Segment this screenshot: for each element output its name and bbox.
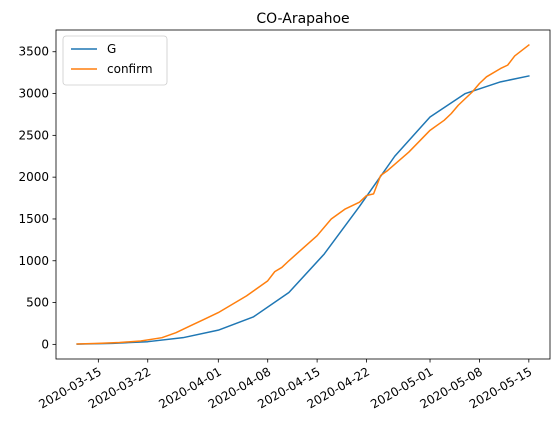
y-tick-label: 0 <box>41 337 49 351</box>
chart-title: CO-Arapahoe <box>256 11 349 27</box>
legend-label: confirm <box>107 62 153 76</box>
y-tick-label: 1000 <box>18 254 49 268</box>
legend-label: G <box>107 42 116 56</box>
y-tick-label: 3000 <box>18 87 49 101</box>
y-tick-label: 2500 <box>18 128 49 142</box>
y-tick-label: 1500 <box>18 212 49 226</box>
y-tick-label: 2000 <box>18 170 49 184</box>
y-tick-label: 500 <box>26 296 49 310</box>
series-line-0 <box>76 75 530 345</box>
series-line-1 <box>76 43 530 345</box>
y-tick-label: 3500 <box>18 45 49 59</box>
plot-frame <box>55 29 551 360</box>
